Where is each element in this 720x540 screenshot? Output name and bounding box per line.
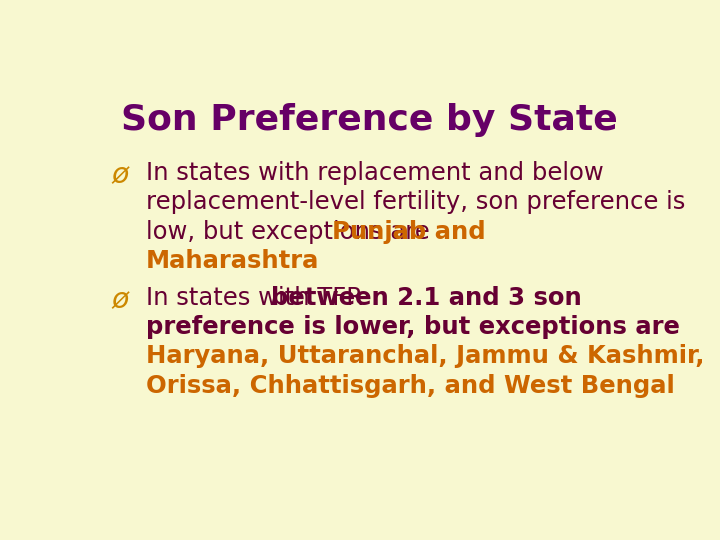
Text: Orissa, Chhattisgarh, and West Bengal: Orissa, Chhattisgarh, and West Bengal <box>145 374 675 397</box>
Text: ø: ø <box>112 161 129 189</box>
Text: between 2.1 and 3 son: between 2.1 and 3 son <box>271 286 582 310</box>
Text: preference is lower, but exceptions are: preference is lower, but exceptions are <box>145 315 680 339</box>
Text: In states with TFR: In states with TFR <box>145 286 371 310</box>
Text: ø: ø <box>112 286 129 314</box>
Text: Haryana, Uttaranchal, Jammu & Kashmir,: Haryana, Uttaranchal, Jammu & Kashmir, <box>145 345 704 368</box>
Text: Punjab and: Punjab and <box>332 220 485 244</box>
Text: Son Preference by State: Son Preference by State <box>121 103 617 137</box>
Text: Maharashtra: Maharashtra <box>145 249 319 273</box>
Text: In states with replacement and below: In states with replacement and below <box>145 161 603 185</box>
Text: replacement-level fertility, son preference is: replacement-level fertility, son prefere… <box>145 190 685 214</box>
Text: low, but exceptions are: low, but exceptions are <box>145 220 437 244</box>
